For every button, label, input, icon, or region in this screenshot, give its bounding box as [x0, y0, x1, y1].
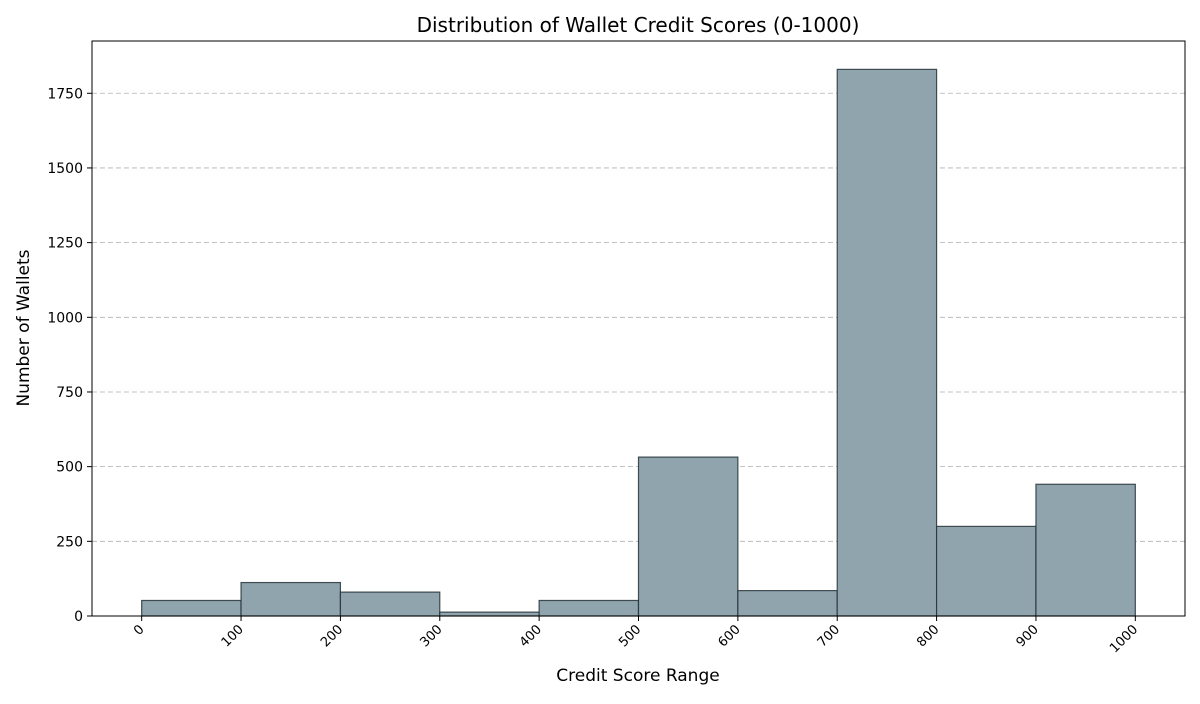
y-axis-label: Number of Wallets — [14, 249, 34, 406]
bars — [141, 68, 1136, 617]
histogram-bar — [1035, 483, 1136, 617]
x-tick-label: 900 — [1014, 622, 1042, 650]
x-tick-label: 100 — [219, 622, 247, 650]
y-tick-label: 1500 — [47, 161, 83, 177]
x-tick-label: 0 — [131, 622, 147, 638]
y-tick-label: 250 — [56, 534, 83, 550]
y-tick-label: 1750 — [47, 86, 83, 102]
x-axis-label: Credit Score Range — [556, 666, 719, 686]
x-tick-label: 300 — [417, 622, 445, 650]
chart-title: Distribution of Wallet Credit Scores (0-… — [417, 13, 860, 37]
histogram-bar — [339, 591, 441, 617]
x-tick-label: 700 — [815, 622, 843, 650]
histogram-bar — [240, 581, 342, 617]
histogram-bar — [836, 68, 938, 617]
x-tick-label: 500 — [616, 622, 644, 650]
y-tick-label: 1250 — [47, 236, 83, 252]
y-tick-label: 750 — [56, 385, 83, 401]
x-tick-label: 400 — [517, 622, 545, 650]
x-tick-label: 1000 — [1107, 622, 1141, 656]
histogram-bar — [737, 590, 838, 617]
histogram-bar — [141, 599, 242, 617]
histogram-bar — [935, 525, 1037, 617]
y-tick-label: 500 — [56, 460, 83, 476]
y-tick-label: 1000 — [47, 310, 83, 326]
x-tick-label: 200 — [318, 622, 346, 650]
x-tick-label: 800 — [914, 622, 942, 650]
axes: 0 250 500 750 1000 1250 1500 1750 0 100 200 300 400 5… — [47, 40, 1186, 656]
histogram-bar — [538, 599, 640, 617]
x-tick-label: 600 — [716, 622, 744, 650]
histogram-bar — [439, 611, 540, 617]
histogram-bar — [637, 456, 739, 617]
y-tick-label: 0 — [74, 609, 83, 625]
